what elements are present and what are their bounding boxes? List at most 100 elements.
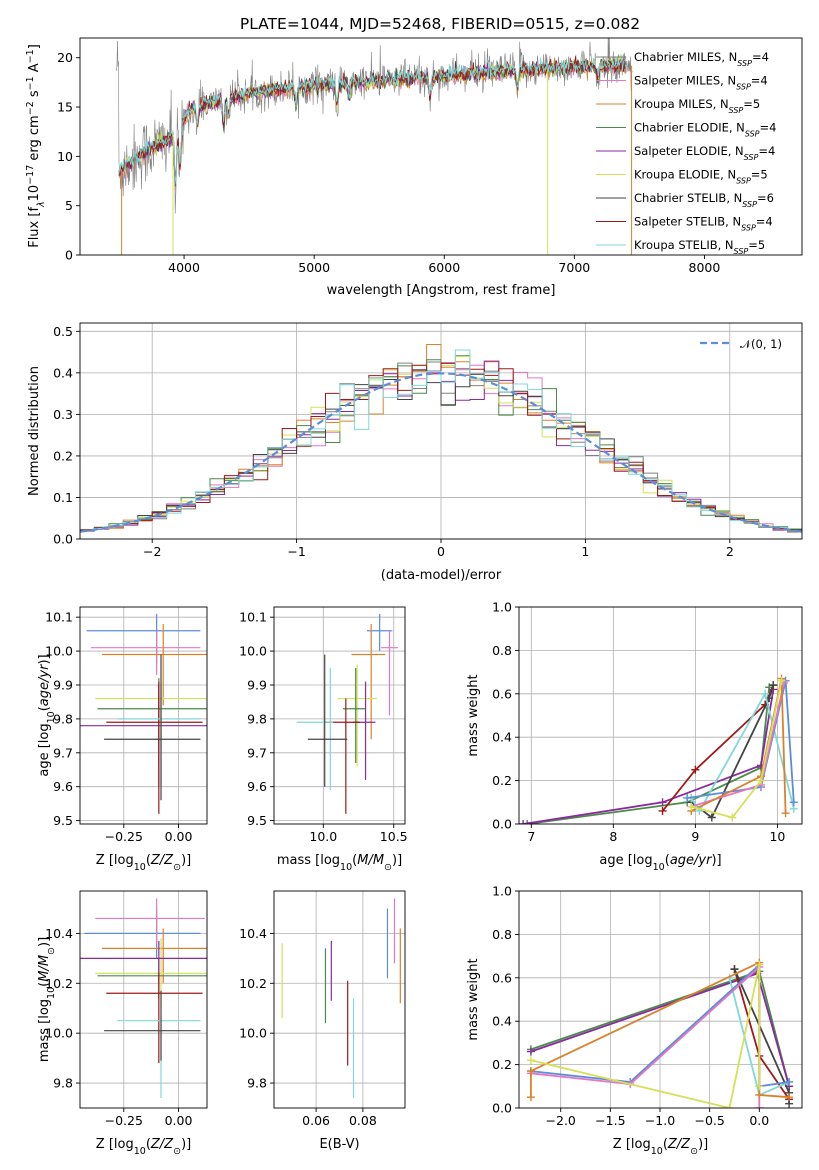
normal-reference-curve — [80, 372, 802, 533]
age-vs-Z-plot-area — [80, 613, 207, 814]
x-tick-label: 10 — [769, 829, 785, 844]
y-tick-label: 9.5 — [53, 813, 73, 828]
age-vs-Z-xlabel-part: 10 — [134, 862, 146, 873]
x-tick-label: −1.5 — [595, 1113, 625, 1128]
weight-point-marker — [761, 689, 770, 698]
mass-vs-Z-xlabel-part: 10 — [134, 1146, 146, 1157]
legend-label-part: SSP — [744, 153, 759, 162]
errorbar-point — [104, 990, 201, 1061]
errorbar-point — [337, 664, 377, 767]
weight-point-marker — [777, 676, 786, 685]
y-tick-label: 10.0 — [45, 644, 73, 659]
mass-vs-Z-ylabel-part: ⊙ — [46, 947, 57, 955]
y-tick-label: 9.9 — [247, 677, 267, 692]
spectrum-ylabel-part: A — [27, 63, 42, 76]
weight-point-marker — [755, 1082, 764, 1091]
age-vs-mass-xlabel-part: 10 — [340, 862, 352, 873]
mass-weight-vs-age-plot-area — [519, 674, 798, 824]
legend-label: Kroupa MILES, NSSP=5 — [634, 97, 760, 115]
mass-weight-vs-Z-xlabel-part: Z [log — [613, 1137, 651, 1152]
legend-label-part: SSP — [736, 82, 751, 91]
mass-vs-EBV-frame — [273, 890, 406, 1109]
errorbar-point — [307, 654, 348, 787]
y-tick-label: 9.9 — [53, 677, 73, 692]
weight-point-marker — [789, 798, 798, 807]
legend-label-part: =5 — [748, 238, 765, 252]
spectrum-model-line — [118, 56, 627, 180]
y-tick-label: 9.7 — [53, 745, 73, 760]
weight-series-line — [530, 964, 761, 1108]
spectrum-ylabel-part: −2 — [25, 101, 36, 115]
legend-label: Chabrier STELIB, NSSP=6 — [634, 191, 774, 209]
legend-label-part: =4 — [752, 50, 769, 64]
y-tick-label: 0.8 — [492, 643, 512, 658]
weight-series-line — [527, 687, 771, 824]
x-tick-label: −0.5 — [694, 1113, 724, 1128]
y-tick-label: 20 — [57, 50, 73, 65]
mass-vs-Z-ylabel-part: )] — [37, 937, 52, 947]
spectrum-data-line — [116, 38, 633, 214]
y-tick-label: 15 — [57, 100, 73, 115]
weight-point-marker — [728, 813, 737, 822]
weight-point-marker — [725, 1104, 734, 1108]
weight-point-marker — [730, 965, 739, 974]
age-vs-Z-ylabel-part: 10 — [46, 711, 57, 723]
legend-label-part: Salpeter MILES, N — [634, 74, 736, 88]
x-tick-label: 8000 — [689, 260, 721, 275]
y-tick-label: 9.7 — [247, 745, 267, 760]
errorbar-point — [106, 973, 203, 1064]
mass-vs-Z-ylabel: mass [log10(M/M⊙)] — [37, 937, 57, 1062]
mass-vs-Z-ylabel-part: mass [log — [37, 999, 52, 1062]
x-tick-label: 10.0 — [309, 829, 337, 844]
mass-vs-Z-xlabel-part: Z [log — [96, 1137, 134, 1152]
mass-weight-vs-age-xlabel: age [log10(age/yr)] — [599, 853, 721, 873]
y-tick-label: 0.4 — [53, 365, 73, 380]
weight-point-marker — [683, 793, 692, 802]
y-tick-label: 10.0 — [239, 1026, 267, 1041]
mass-weight-vs-Z-xlabel: Z [log10(Z/Z⊙)] — [613, 1137, 708, 1157]
y-tick-label: 0.4 — [492, 730, 512, 745]
age-vs-Z-ylabel: age [log10(age/yr)] — [37, 654, 57, 776]
y-tick-label: 9.6 — [247, 779, 267, 794]
x-tick-label: 0.08 — [349, 1113, 377, 1128]
weight-point-marker — [785, 1093, 794, 1102]
y-tick-label: 1.0 — [492, 600, 512, 615]
legend-label-part: =4 — [751, 74, 768, 88]
legend-label: Salpeter STELIB, NSSP=4 — [634, 215, 773, 233]
mass-vs-EBV-panel: 0.06 0.08 9.8 10.0 10.2 10.4 E(B-V) — [239, 890, 406, 1152]
spectrum-ylabel-part: ] — [27, 44, 42, 49]
mass-weight-vs-age-xlabel-part: age/yr — [670, 853, 713, 868]
x-tick-label: 1 — [581, 544, 589, 559]
spectrum-plot-area — [116, 38, 633, 255]
y-tick-label: 10.0 — [45, 1026, 73, 1041]
legend-label-part: =4 — [756, 215, 773, 229]
errorbar-point — [101, 623, 207, 706]
y-tick-label: 0.0 — [492, 1101, 512, 1116]
mass-vs-Z-xlabel-part: Z/Z — [150, 1137, 174, 1152]
mass-weight-vs-Z-ylabel: mass weight — [466, 958, 481, 1040]
mass-vs-Z-plot-area — [80, 898, 207, 1099]
age-vs-Z-frame — [79, 606, 208, 825]
age-vs-mass-xlabel: mass [log10(M/M⊙)] — [277, 853, 402, 873]
weight-point-marker — [526, 1047, 535, 1056]
mass-vs-Z-ylabel-part: 10 — [46, 987, 57, 999]
legend-label: Salpeter ELODIE, NSSP=4 — [634, 144, 775, 162]
weight-point-marker — [519, 820, 528, 824]
y-tick-label: 10.1 — [239, 610, 267, 625]
mass-vs-EBV-xlabel-part: E(B-V) — [319, 1137, 359, 1152]
mass-vs-Z-xlabel: Z [log10(Z/Z⊙)] — [96, 1137, 191, 1157]
mass-weight-vs-Z-plot-area — [526, 958, 794, 1108]
y-tick-label: 5 — [65, 198, 73, 213]
mass-weight-vs-Z-xlabel-part: 10 — [651, 1146, 663, 1157]
mass-weight-vs-age-xlabel-part: age [log — [599, 853, 652, 868]
spectrum-ylabel-part: Flux [f — [27, 207, 42, 248]
errorbar-point — [90, 630, 201, 675]
mass-vs-Z-xlabel-part: ⊙ — [173, 1146, 181, 1157]
legend-label-part: =5 — [751, 168, 768, 182]
mass-weight-vs-age-frame — [518, 606, 803, 825]
weight-point-marker — [526, 1067, 535, 1076]
x-tick-label: 8 — [609, 829, 617, 844]
y-tick-label: 0.2 — [492, 1057, 512, 1072]
